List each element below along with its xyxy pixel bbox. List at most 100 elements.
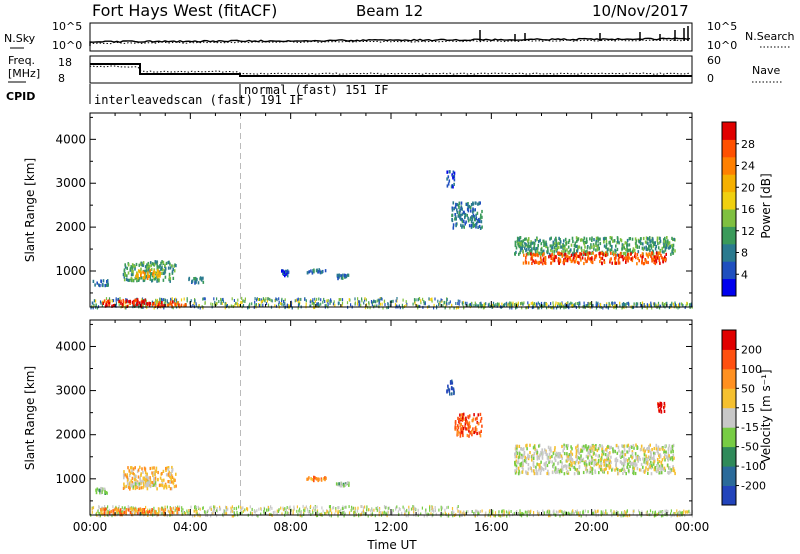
- echo-cell: [173, 485, 176, 489]
- scatter-cell: [284, 298, 286, 302]
- echo-cell: [464, 422, 467, 426]
- echo-cell: [622, 466, 625, 470]
- echo-cell: [335, 482, 338, 486]
- colorbar-tick-label: 8: [741, 247, 748, 260]
- scatter-cell: [397, 510, 399, 514]
- echo-cell: [543, 252, 545, 256]
- echo-cell: [587, 456, 589, 460]
- scatter-cell: [564, 303, 566, 306]
- echo-cell: [129, 299, 131, 303]
- scatter-cell: [297, 299, 299, 303]
- scatter-cell: [320, 298, 322, 302]
- echo-cell: [668, 444, 671, 448]
- echo-cell: [313, 479, 315, 483]
- echo-cell: [624, 256, 626, 260]
- echo-cell: [555, 236, 557, 240]
- echo-cell: [140, 508, 143, 512]
- scatter-cell: [356, 302, 359, 306]
- scatter-cell: [230, 506, 232, 510]
- echo-cell: [660, 467, 663, 471]
- scatter-cell: [470, 302, 472, 306]
- scatter-cell: [537, 306, 539, 310]
- scatter-cell: [344, 512, 346, 516]
- scatter-cell: [518, 512, 520, 515]
- scatter-cell: [314, 508, 316, 512]
- echo-cell: [167, 472, 170, 476]
- scatter-cell: [364, 505, 366, 509]
- scatter-cell: [423, 300, 425, 304]
- scatter-cell: [233, 511, 235, 515]
- echo-cell: [633, 470, 635, 474]
- scatter-cell: [364, 297, 366, 301]
- echo-cell: [577, 245, 580, 249]
- scatter-cell: [656, 512, 658, 516]
- echo-cell: [171, 270, 174, 274]
- nave-tick-bottom: 0: [707, 72, 714, 85]
- echo-cell: [138, 269, 141, 274]
- echo-cell: [447, 387, 450, 391]
- echo-cell: [666, 243, 669, 247]
- echo-cell: [625, 247, 627, 252]
- scatter-cell: [118, 303, 120, 307]
- echo-cell: [663, 240, 665, 244]
- scatter-cell: [666, 301, 668, 305]
- scatter-cell: [508, 302, 510, 306]
- echo-cell: [465, 416, 467, 420]
- echo-cell: [133, 512, 136, 516]
- echo-cell: [131, 278, 134, 282]
- echo-cell: [462, 431, 464, 435]
- scatter-cell: [236, 510, 238, 514]
- echo-cell: [594, 461, 597, 465]
- echo-cell: [603, 252, 605, 256]
- echo-cell: [612, 253, 615, 257]
- echo-cell: [452, 223, 455, 227]
- echo-cell: [547, 469, 549, 473]
- echo-cell: [661, 464, 663, 468]
- echo-cell: [466, 213, 468, 218]
- echo-cell: [557, 461, 560, 465]
- echo-cell: [658, 453, 660, 457]
- echo-cell: [525, 470, 527, 474]
- scatter-cell: [540, 301, 543, 305]
- scatter-cell: [91, 507, 93, 511]
- scatter-cell: [241, 296, 243, 300]
- echo-cell: [455, 202, 457, 206]
- echo-cell: [92, 279, 95, 283]
- scatter-cell: [559, 514, 561, 518]
- scatter-cell: [195, 302, 197, 306]
- echo-cell: [340, 274, 343, 278]
- echo-region-8: [454, 412, 483, 438]
- echo-cell: [108, 302, 110, 306]
- scatter-cell: [306, 507, 309, 511]
- scatter-cell: [597, 301, 599, 305]
- scatter-cell: [276, 509, 278, 513]
- echo-cell: [655, 469, 658, 474]
- echo-cell: [653, 255, 656, 259]
- echo-cell: [477, 422, 480, 426]
- echo-cell: [345, 275, 348, 279]
- echo-cell: [476, 431, 478, 436]
- scatter-cell: [214, 300, 216, 304]
- scatter-cell: [332, 302, 335, 306]
- scatter-cell: [181, 506, 183, 510]
- echo-cell: [672, 453, 675, 457]
- echo-cell: [661, 246, 664, 250]
- scatter-cell: [569, 512, 571, 516]
- scatter-cell: [412, 505, 414, 508]
- echo-cell: [650, 246, 653, 250]
- scatter-cell: [284, 507, 286, 511]
- scatter-cell: [190, 505, 192, 509]
- echo-cell: [157, 303, 160, 307]
- echo-cell: [615, 460, 617, 464]
- echo-cell: [575, 446, 577, 450]
- colorbar-swatch: [722, 209, 736, 227]
- scatter-cell: [293, 506, 295, 510]
- scatter-cell: [420, 512, 422, 516]
- echo-cell: [607, 452, 610, 456]
- echo-cell: [167, 468, 170, 472]
- echo-cell: [645, 454, 647, 458]
- echo-cell: [665, 245, 668, 249]
- echo-cell: [533, 451, 536, 455]
- scatter-cell: [611, 514, 613, 518]
- echo-cell: [559, 259, 562, 264]
